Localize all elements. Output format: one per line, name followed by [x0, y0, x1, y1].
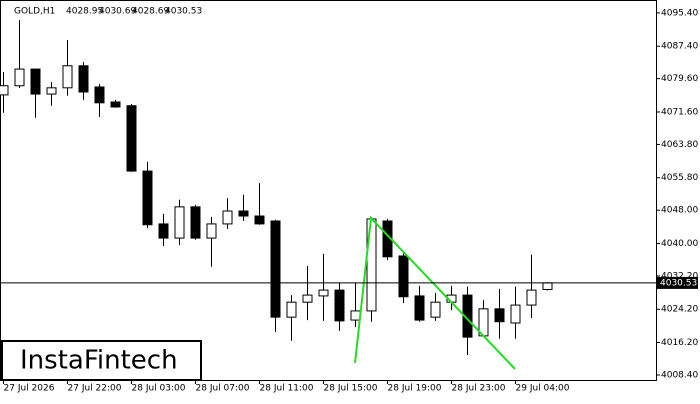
y-tick-label: 4063.80	[661, 140, 698, 150]
header-open: 4028.95	[66, 7, 103, 17]
plot-frame	[0, 0, 657, 381]
y-tick-label: 4055.80	[661, 173, 698, 183]
x-tick-label: 27 Jul 22:00	[68, 384, 122, 394]
candle-body	[190, 206, 201, 239]
candle-body	[270, 220, 281, 318]
candle-body	[526, 289, 537, 306]
candle-body	[302, 294, 313, 303]
y-tick-label: 4024.20	[661, 305, 698, 315]
y-tick-label: 4008.40	[661, 371, 698, 381]
candle-body	[286, 301, 297, 318]
x-tick-label: 28 Jul 03:00	[132, 384, 186, 394]
header-low: 4028.69	[132, 7, 169, 17]
x-tick-label: 28 Jul 23:00	[452, 384, 506, 394]
current-price-box	[656, 276, 698, 289]
candle-body	[334, 289, 345, 322]
candle-body	[206, 223, 217, 239]
candle-body	[158, 223, 169, 239]
candle-body	[174, 206, 185, 239]
y-tick-label: 4048.00	[661, 206, 698, 216]
candle-body	[398, 255, 409, 298]
candle-body	[414, 295, 425, 321]
candle-body	[126, 105, 137, 172]
candle-body	[78, 65, 89, 93]
y-tick-label: 4071.60	[661, 107, 698, 117]
y-tick-label: 4032.20	[661, 271, 698, 281]
candle-body	[318, 289, 329, 297]
y-tick-label: 4040.00	[661, 239, 698, 249]
candle-body	[110, 101, 121, 108]
candle-body	[238, 210, 249, 217]
y-tick-label: 4079.60	[661, 74, 698, 84]
logo-box	[1, 340, 202, 381]
candle-body	[222, 210, 233, 225]
x-tick-label: 27 Jul 2026	[4, 384, 55, 394]
candle-body	[494, 308, 505, 323]
candle-body	[350, 310, 361, 321]
candle-body	[510, 304, 521, 324]
candle-body	[14, 68, 25, 87]
candle-body	[366, 218, 377, 312]
candle-body	[30, 68, 41, 95]
header-high: 4030.69	[99, 7, 136, 17]
candle-body	[542, 282, 553, 290]
x-tick-label: 28 Jul 19:00	[388, 384, 442, 394]
header-close: 4030.53	[165, 7, 202, 17]
y-tick-label: 4016.20	[661, 338, 698, 348]
candle-body	[62, 65, 73, 89]
x-tick-label: 28 Jul 11:00	[260, 384, 314, 394]
candle-body	[94, 86, 105, 104]
candle-body	[462, 294, 473, 338]
current-price-label: 4030.53	[660, 278, 697, 288]
y-tick-label: 4095.40	[661, 8, 698, 18]
candle-body	[0, 85, 9, 96]
candle-body	[254, 215, 265, 225]
x-tick-label: 28 Jul 15:00	[324, 384, 378, 394]
candle-body	[142, 170, 153, 226]
candle-body	[430, 301, 441, 318]
x-tick-label: 28 Jul 07:00	[196, 384, 250, 394]
candle-body	[46, 87, 57, 95]
symbol: GOLD,H1	[14, 7, 55, 17]
logo: InstaFintech	[20, 346, 178, 376]
y-tick-label: 4087.40	[661, 42, 698, 52]
x-tick-label: 29 Jul 04:00	[516, 384, 570, 394]
pattern-line	[354, 215, 516, 370]
